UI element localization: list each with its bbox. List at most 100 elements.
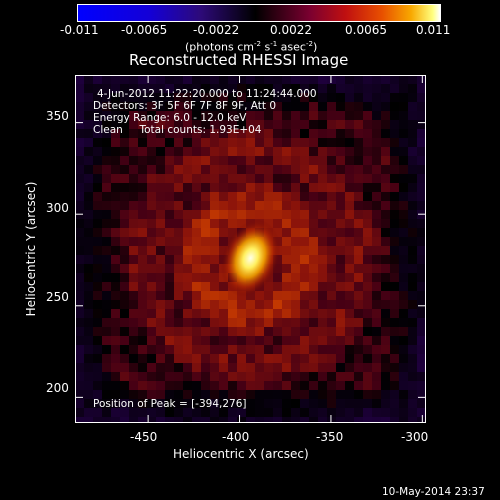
- image-pixel: [174, 219, 183, 228]
- image-pixel: [291, 264, 300, 273]
- image-pixel: [264, 354, 273, 363]
- image-pixel: [264, 408, 273, 417]
- image-pixel: [273, 228, 282, 237]
- image-pixel: [345, 129, 354, 138]
- image-pixel: [399, 273, 408, 282]
- image-pixel: [255, 309, 264, 318]
- image-pixel: [174, 354, 183, 363]
- image-pixel: [354, 120, 363, 129]
- image-pixel: [318, 138, 327, 147]
- image-pixel: [255, 408, 264, 417]
- image-pixel: [300, 111, 309, 120]
- image-pixel: [228, 228, 237, 237]
- image-pixel: [183, 165, 192, 174]
- image-pixel: [102, 309, 111, 318]
- image-pixel: [138, 219, 147, 228]
- image-pixel: [246, 156, 255, 165]
- image-pixel: [129, 147, 138, 156]
- image-pixel: [282, 84, 291, 93]
- image-pixel: [282, 174, 291, 183]
- image-pixel: [345, 210, 354, 219]
- image-pixel: [345, 363, 354, 372]
- image-pixel: [390, 111, 399, 120]
- image-pixel: [156, 75, 165, 84]
- image-pixel: [417, 183, 426, 192]
- image-pixel: [264, 84, 273, 93]
- image-pixel: [174, 390, 183, 399]
- image-pixel: [219, 327, 228, 336]
- image-pixel: [84, 327, 93, 336]
- image-pixel: [219, 363, 228, 372]
- image-pixel: [237, 318, 246, 327]
- image-pixel: [336, 255, 345, 264]
- image-pixel: [246, 345, 255, 354]
- image-pixel: [210, 84, 219, 93]
- image-pixel: [165, 183, 174, 192]
- image-pixel: [417, 354, 426, 363]
- image-pixel: [282, 165, 291, 174]
- image-pixel: [246, 309, 255, 318]
- image-pixel: [327, 354, 336, 363]
- image-pixel: [174, 381, 183, 390]
- image-pixel: [219, 354, 228, 363]
- image-pixel: [174, 84, 183, 93]
- image-pixel: [264, 336, 273, 345]
- image-pixel: [84, 282, 93, 291]
- image-pixel: [372, 336, 381, 345]
- image-pixel: [174, 417, 183, 423]
- image-pixel: [120, 120, 129, 129]
- image-pixel: [336, 192, 345, 201]
- image-pixel: [210, 300, 219, 309]
- image-pixel: [183, 120, 192, 129]
- image-pixel: [111, 399, 120, 408]
- image-pixel: [102, 111, 111, 120]
- image-pixel: [192, 228, 201, 237]
- image-pixel: [93, 201, 102, 210]
- image-pixel: [156, 255, 165, 264]
- image-pixel: [147, 372, 156, 381]
- image-pixel: [282, 183, 291, 192]
- image-pixel: [102, 237, 111, 246]
- image-pixel: [93, 408, 102, 417]
- image-pixel: [255, 84, 264, 93]
- image-pixel: [102, 363, 111, 372]
- image-pixel: [201, 408, 210, 417]
- image-pixel: [372, 372, 381, 381]
- image-pixel: [273, 165, 282, 174]
- image-pixel: [228, 399, 237, 408]
- image-pixel: [345, 309, 354, 318]
- image-pixel: [282, 129, 291, 138]
- image-pixel: [228, 138, 237, 147]
- image-pixel: [264, 183, 273, 192]
- image-pixel: [399, 399, 408, 408]
- info-counts: Clean Total counts: 1.93E+04: [93, 124, 262, 136]
- image-pixel: [219, 210, 228, 219]
- image-pixel: [300, 138, 309, 147]
- image-pixel: [318, 246, 327, 255]
- image-pixel: [228, 174, 237, 183]
- image-pixel: [102, 75, 111, 84]
- image-pixel: [201, 309, 210, 318]
- image-pixel: [183, 111, 192, 120]
- image-pixel: [327, 201, 336, 210]
- image-pixel: [120, 237, 129, 246]
- image-pixel: [264, 201, 273, 210]
- image-pixel: [300, 156, 309, 165]
- image-pixel: [408, 165, 417, 174]
- image-pixel: [192, 111, 201, 120]
- image-pixel: [237, 156, 246, 165]
- image-pixel: [264, 318, 273, 327]
- image-pixel: [174, 111, 183, 120]
- image-pixel: [255, 372, 264, 381]
- image-pixel: [201, 147, 210, 156]
- image-pixel: [84, 264, 93, 273]
- image-pixel: [237, 408, 246, 417]
- image-pixel: [210, 129, 219, 138]
- image-pixel: [75, 345, 84, 354]
- x-tick: -350: [316, 430, 344, 444]
- image-pixel: [75, 147, 84, 156]
- image-pixel: [354, 84, 363, 93]
- image-pixel: [318, 147, 327, 156]
- image-pixel: [255, 138, 264, 147]
- image-pixel: [264, 210, 273, 219]
